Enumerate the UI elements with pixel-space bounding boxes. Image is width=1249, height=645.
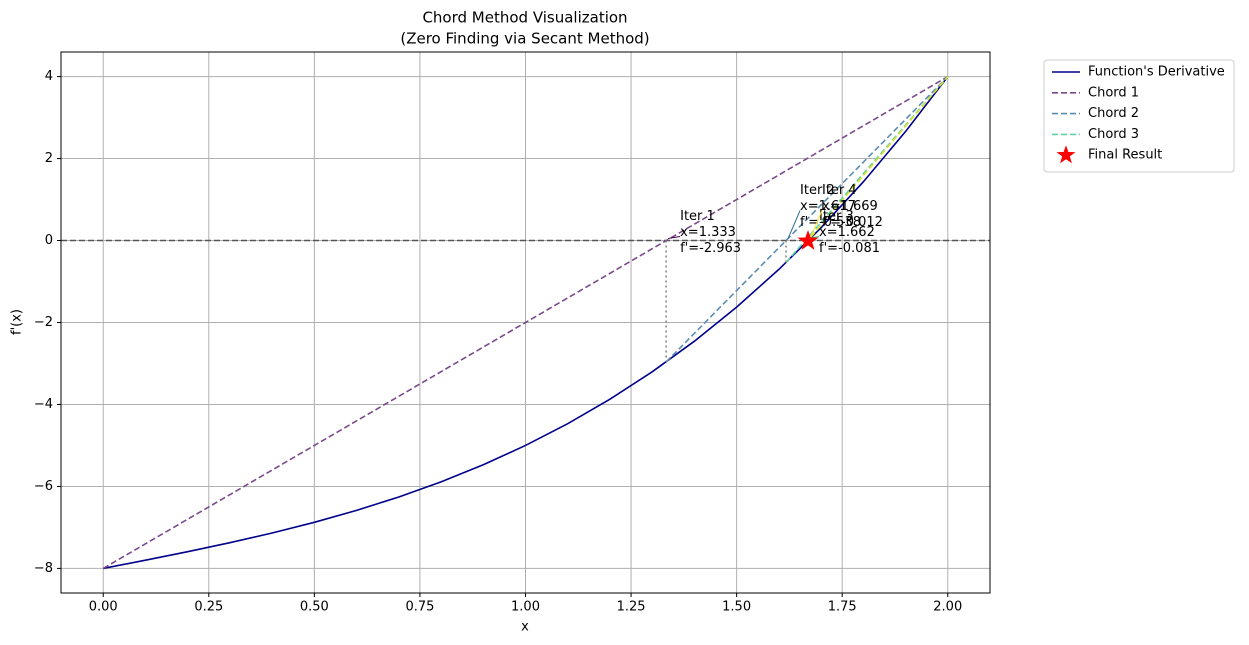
- legend-label: Final Result: [1088, 148, 1162, 163]
- x-tick-label: 1.00: [511, 600, 540, 615]
- y-tick-label: 0: [45, 233, 53, 248]
- y-tick-label: −2: [34, 315, 53, 330]
- annotation-text: Iter 3: [819, 209, 854, 224]
- plot-frame: [60, 51, 991, 594]
- legend-label: Chord 3: [1088, 127, 1139, 142]
- x-tick-label: 0.75: [405, 600, 434, 615]
- chart-title: Chord Method Visualization: [422, 9, 627, 27]
- final-result-marker: [797, 230, 819, 250]
- legend-box: [1043, 59, 1235, 173]
- annotation-text: f'=-2.963: [680, 241, 741, 256]
- annotation-text: Iter 2: [800, 183, 835, 198]
- annotation-arrow: [787, 210, 801, 239]
- annotation-text: x=1.662: [819, 225, 875, 240]
- annotation-text: Iter 4: [822, 183, 857, 198]
- y-tick-label: 2: [45, 151, 53, 166]
- annotation-arrow: [809, 210, 823, 239]
- legend-label: Chord 1: [1088, 85, 1139, 100]
- x-tick-label: 0.50: [300, 600, 329, 615]
- x-tick-label: 1.25: [617, 600, 646, 615]
- chord-line: [804, 76, 949, 245]
- legend-label: Function's Derivative: [1088, 65, 1225, 80]
- x-axis-label: x: [521, 620, 529, 635]
- y-tick-label: −6: [34, 479, 53, 494]
- chord-line: [102, 75, 949, 570]
- annotation-text: x=1.333: [680, 225, 736, 240]
- y-tick-label: −8: [34, 561, 53, 576]
- annotation-text: x=1.669: [822, 199, 878, 214]
- legend-label: Chord 2: [1088, 106, 1139, 121]
- y-axis-label: f'(x): [10, 309, 25, 335]
- x-tick-label: 1.50: [722, 600, 751, 615]
- annotation-text: f'=-0.012: [822, 215, 883, 230]
- x-tick-label: 2.00: [933, 600, 962, 615]
- x-tick-label: 1.75: [828, 600, 857, 615]
- x-tick-label: 0.25: [194, 600, 223, 615]
- y-tick-label: 4: [45, 69, 53, 84]
- chart-subtitle: (Zero Finding via Secant Method): [400, 30, 649, 48]
- legend-swatch: [1056, 145, 1076, 164]
- x-tick-label: 0.00: [89, 600, 118, 615]
- annotation-text: x=1.617: [800, 199, 856, 214]
- y-tick-label: −4: [34, 397, 53, 412]
- annotation-arrow: [668, 236, 681, 240]
- chord-line: [665, 76, 949, 363]
- annotation-text: Iter 1: [680, 209, 715, 224]
- annotation-text: f'=-0.081: [819, 241, 880, 256]
